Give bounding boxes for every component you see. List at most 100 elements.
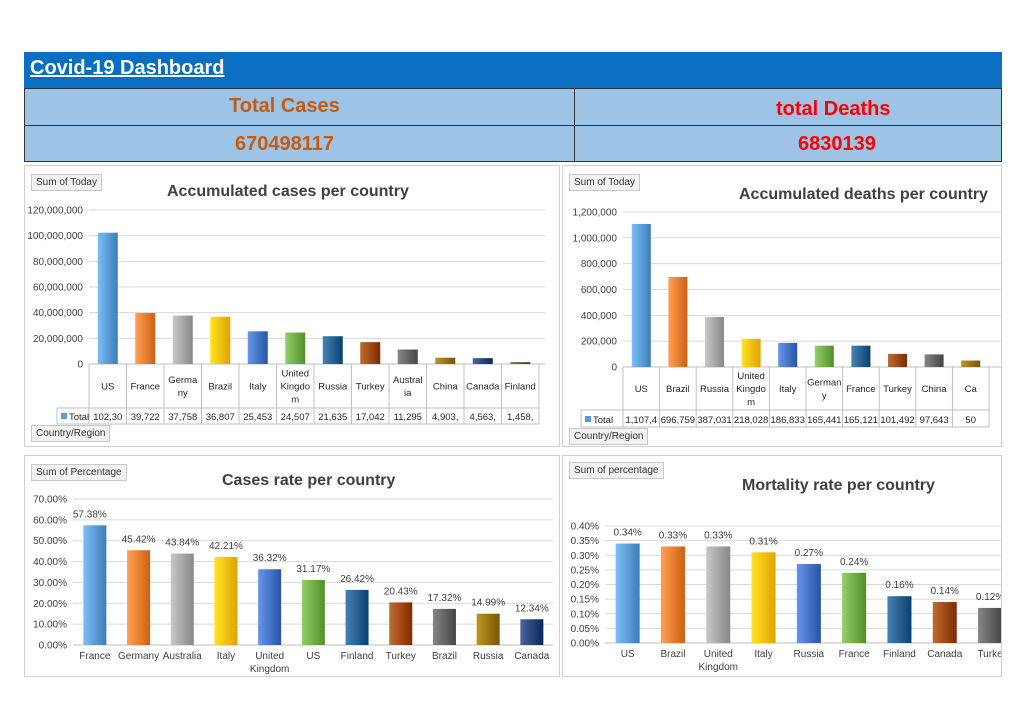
category-label: Ca bbox=[965, 384, 978, 395]
y-tick-label: 60.00% bbox=[33, 515, 67, 526]
category-label: Canada bbox=[466, 382, 500, 393]
table-value: 50 bbox=[965, 415, 976, 426]
kpi-table: Total Cases 670498117 total Deaths 68301… bbox=[24, 88, 1002, 162]
bar bbox=[97, 232, 118, 364]
data-label: 43.84% bbox=[165, 538, 199, 549]
category-label: Turkey bbox=[356, 382, 385, 393]
deaths-chart-svg: 0 200,000 400,000 600,000 800,000 1,000,000 1,… bbox=[573, 208, 1001, 428]
y-tick-label: 20.00% bbox=[33, 599, 67, 610]
deaths-chart-panel: Sum of Today Accumulated deaths per coun… bbox=[562, 165, 1002, 447]
mortality-rate-chart-panel: Sum of percentage Mortality rate per cou… bbox=[562, 455, 1002, 677]
category-label: Canada bbox=[514, 651, 549, 662]
bar bbox=[660, 546, 685, 643]
y-tick-label: 70.00% bbox=[33, 495, 67, 506]
data-label: 20.43% bbox=[384, 586, 418, 597]
y-tick-label: 30.00% bbox=[33, 578, 67, 589]
y-tick-label: 100,000,000 bbox=[27, 231, 83, 242]
table-value: 387,031 bbox=[697, 415, 731, 426]
axis-field-button[interactable]: Country/Region bbox=[31, 425, 111, 442]
bar bbox=[842, 572, 867, 643]
category-label: y bbox=[822, 391, 827, 402]
y-tick-label: 80,000,000 bbox=[33, 257, 83, 268]
bar bbox=[510, 362, 531, 364]
category-label: m bbox=[747, 397, 755, 408]
category-label: Germa bbox=[168, 375, 198, 386]
y-tick-label: 400,000 bbox=[581, 311, 618, 322]
category-label: US bbox=[621, 649, 635, 660]
category-label: Kingdom bbox=[250, 664, 289, 675]
category-label: Brazil bbox=[666, 384, 690, 395]
category-label: ia bbox=[404, 388, 412, 399]
bar bbox=[476, 613, 500, 645]
y-tick-label: 60,000,000 bbox=[33, 283, 83, 294]
y-tick-label: 0.30% bbox=[571, 551, 599, 562]
bar bbox=[389, 602, 413, 645]
category-label: Austral bbox=[393, 375, 423, 386]
table-value: 11,295 bbox=[394, 412, 422, 423]
category-label: Russia bbox=[318, 382, 348, 393]
field-button[interactable]: Sum of Today bbox=[569, 174, 640, 191]
table-value: 39,722 bbox=[131, 412, 160, 423]
field-button[interactable]: Sum of Today bbox=[31, 174, 102, 191]
bar bbox=[247, 331, 268, 364]
y-tick-label: 0.00% bbox=[39, 641, 67, 652]
category-label: Brazil bbox=[208, 382, 232, 393]
cases-chart-panel: Sum of Today Accumulated cases per count… bbox=[24, 165, 560, 447]
category-label: China bbox=[922, 384, 948, 395]
y-tick-label: 0 bbox=[611, 363, 617, 374]
category-label: Italy bbox=[249, 382, 267, 393]
category-label: Brazil bbox=[660, 649, 685, 660]
table-value: 1,458, bbox=[507, 412, 533, 423]
table-value: 165,121 bbox=[844, 415, 878, 426]
cases-rate-chart-panel: Sum of Percentage Cases rate per country… bbox=[24, 455, 560, 677]
table-value: 696,759 bbox=[661, 415, 695, 426]
bar bbox=[796, 564, 821, 643]
y-tick-label: 200,000 bbox=[581, 337, 618, 348]
table-value: 1,107,4 bbox=[625, 415, 657, 426]
y-tick-label: 40.00% bbox=[33, 557, 67, 568]
y-tick-label: 800,000 bbox=[581, 259, 618, 270]
category-label: France bbox=[839, 649, 871, 660]
y-tick-label: 0.25% bbox=[571, 565, 599, 576]
field-button[interactable]: Sum of percentage bbox=[569, 462, 664, 479]
category-label: Italy bbox=[754, 649, 772, 660]
data-label: 57.38% bbox=[73, 509, 107, 520]
table-value: 37,758 bbox=[168, 412, 197, 423]
category-label: France bbox=[130, 382, 160, 393]
data-label: 0.12% bbox=[976, 592, 1002, 603]
table-value: 17,042 bbox=[356, 412, 385, 423]
bar bbox=[520, 619, 544, 645]
bar bbox=[397, 349, 418, 364]
data-label: 26.42% bbox=[340, 574, 374, 585]
y-tick-label: 50.00% bbox=[33, 536, 67, 547]
category-label: China bbox=[433, 382, 459, 393]
data-label: 0.31% bbox=[749, 536, 777, 547]
bar bbox=[631, 223, 651, 367]
y-tick-label: 0.05% bbox=[571, 624, 599, 635]
category-label: France bbox=[846, 384, 876, 395]
category-label: Russia bbox=[794, 649, 825, 660]
bar bbox=[851, 345, 871, 367]
bar bbox=[706, 546, 731, 643]
y-tick-label: 1,000,000 bbox=[573, 233, 618, 244]
category-label: Russia bbox=[473, 651, 504, 662]
table-value: 36,807 bbox=[206, 412, 235, 423]
bar bbox=[214, 556, 238, 645]
table-value: 218,028 bbox=[734, 415, 768, 426]
category-label: United bbox=[282, 369, 309, 380]
category-label: Finland bbox=[341, 651, 374, 662]
category-label: Kingdo bbox=[280, 382, 310, 393]
category-label: Italy bbox=[779, 384, 797, 395]
data-label: 36.32% bbox=[253, 553, 287, 564]
legend-swatch bbox=[585, 416, 591, 422]
data-label: 12.34% bbox=[515, 603, 549, 614]
category-label: Italy bbox=[217, 651, 235, 662]
bar bbox=[127, 550, 151, 645]
chart-title: Cases rate per country bbox=[222, 472, 396, 489]
dashboard-title: Covid-19 Dashboard bbox=[30, 57, 225, 79]
field-button[interactable]: Sum of Percentage bbox=[31, 464, 127, 481]
axis-field-button[interactable]: Country/Region bbox=[569, 428, 649, 445]
legend-label: Total bbox=[69, 412, 89, 423]
bar bbox=[888, 353, 907, 367]
category-label: Brazil bbox=[432, 651, 457, 662]
